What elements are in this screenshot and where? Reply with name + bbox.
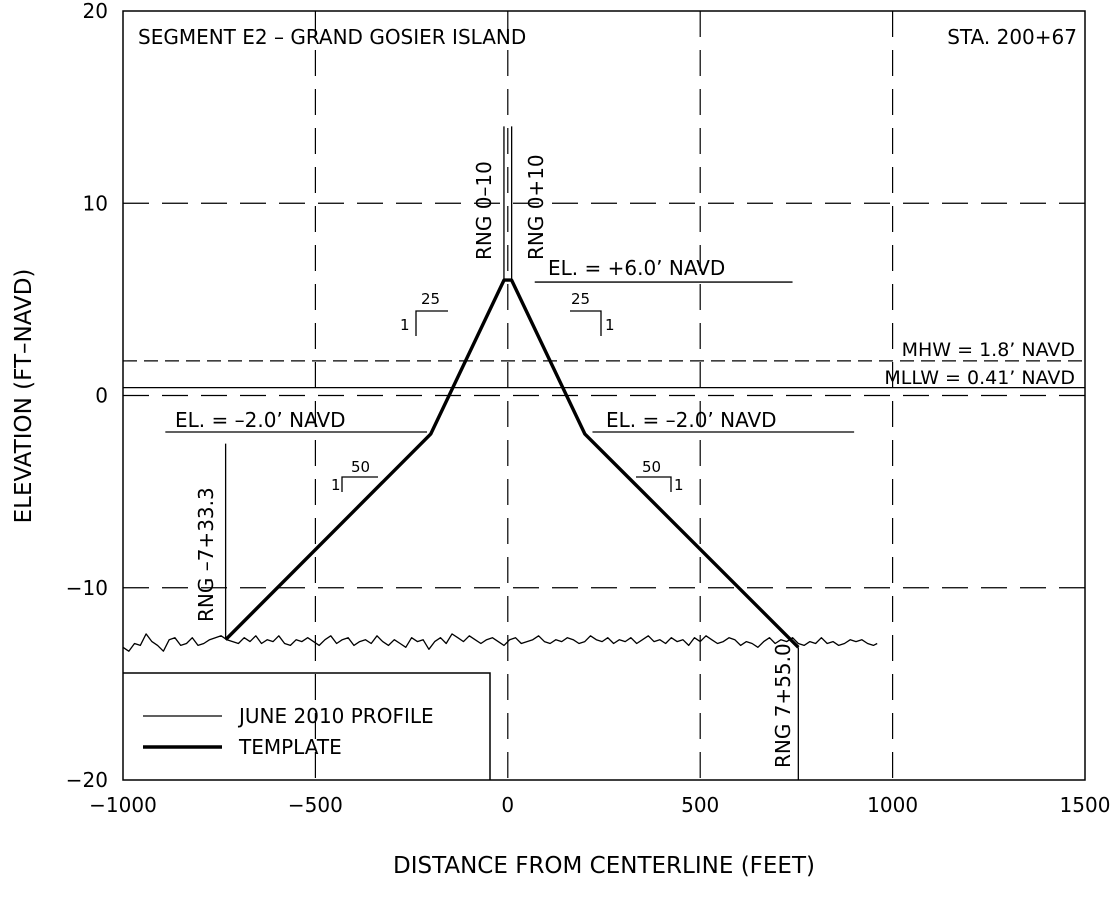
x-tick-label: −1000 <box>89 793 157 817</box>
el-left-annotation: EL. = –2.0’ NAVD <box>165 408 427 433</box>
station-label: STA. 200+67 <box>947 25 1077 49</box>
slope-indicator-top-right: 25 1 <box>570 290 615 336</box>
slope-rise: 1 <box>605 316 615 334</box>
y-tick-label: −20 <box>66 768 108 792</box>
range-marker-left-label: RNG –7+33.3 <box>194 487 218 622</box>
mllw-label: MLLW = 0.41’ NAVD <box>884 367 1075 389</box>
x-tick-label: 1500 <box>1060 793 1111 817</box>
x-tick-label: 1000 <box>867 793 918 817</box>
grid-lines <box>123 11 1085 780</box>
slope-rise: 1 <box>331 476 341 494</box>
legend-label-template: TEMPLATE <box>238 735 342 759</box>
el-top-annotation: EL. = +6.0’ NAVD <box>534 256 793 283</box>
y-tick-label: 20 <box>83 0 108 23</box>
legend: JUNE 2010 PROFILE TEMPLATE <box>123 672 491 780</box>
slope-run: 50 <box>642 458 661 476</box>
el-top-label: EL. = +6.0’ NAVD <box>548 256 725 280</box>
range-marker-center-right-label: RNG 0+10 <box>524 154 548 260</box>
el-right-label: EL. = –2.0’ NAVD <box>606 408 777 432</box>
x-tick-label: 0 <box>501 793 514 817</box>
series-june-2010-profile <box>122 633 878 652</box>
slope-indicator-top-left: 25 1 <box>400 290 448 336</box>
slope-indicator-bottom-left: 50 1 <box>331 458 378 494</box>
x-tick-label: −500 <box>288 793 343 817</box>
slope-rise: 1 <box>674 476 684 494</box>
slope-run: 25 <box>571 290 590 308</box>
el-left-label: EL. = –2.0’ NAVD <box>175 408 346 432</box>
mhw-label: MHW = 1.8’ NAVD <box>902 339 1075 361</box>
range-marker-center-left-label: RNG 0–10 <box>472 161 496 260</box>
range-marker-right-label: RNG 7+55.0 <box>771 643 795 768</box>
y-tick-label: 0 <box>95 384 108 408</box>
x-axis-ticks: −1000 −500 0 500 1000 1500 <box>89 793 1110 817</box>
y-tick-label: 10 <box>83 191 108 215</box>
slope-run: 25 <box>421 290 440 308</box>
plot-frame <box>122 10 1086 781</box>
series-template <box>224 278 800 649</box>
legend-label-profile: JUNE 2010 PROFILE <box>237 704 434 728</box>
slope-indicator-bottom-right: 50 1 <box>636 458 684 494</box>
chart-title: SEGMENT E2 – GRAND GOSIER ISLAND <box>138 25 526 49</box>
y-tick-label: −10 <box>66 576 108 600</box>
el-right-annotation: EL. = –2.0’ NAVD <box>592 408 855 433</box>
slope-run: 50 <box>351 458 370 476</box>
x-tick-label: 500 <box>681 793 719 817</box>
x-axis-label: DISTANCE FROM CENTERLINE (FEET) <box>393 853 815 879</box>
y-axis-label: ELEVATION (FT–NAVD) <box>11 269 37 524</box>
slope-rise: 1 <box>400 316 410 334</box>
legend-box <box>123 672 491 780</box>
y-axis-ticks: −20 −10 0 10 20 <box>66 0 108 792</box>
